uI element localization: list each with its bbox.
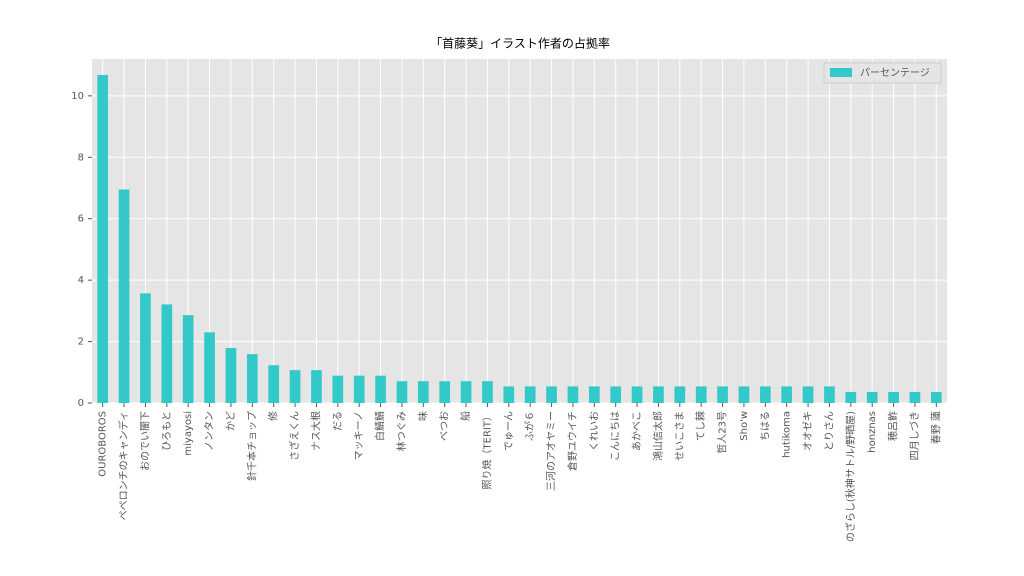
bar bbox=[524, 386, 536, 403]
x-tick-label: hutikoma bbox=[782, 411, 793, 458]
x-tick-label: 白鯖鯖 bbox=[374, 411, 387, 441]
x-tick-label: 春野 蓮 bbox=[929, 411, 942, 444]
x-tick-label: だる bbox=[332, 411, 344, 431]
bar bbox=[503, 386, 515, 403]
x-tick-label: べつお bbox=[439, 411, 451, 441]
bar bbox=[460, 381, 472, 403]
x-tick-label: OUROBOROS bbox=[98, 411, 109, 477]
x-tick-label: ペペロンチのキャンディ bbox=[117, 411, 130, 520]
x-tick-label: 修 bbox=[267, 411, 280, 421]
x-tick-label: ナス大根 bbox=[309, 411, 322, 451]
bar bbox=[417, 381, 429, 403]
x-tick-label: 針千本チョップ bbox=[245, 411, 258, 481]
bar bbox=[674, 386, 686, 403]
x-tick-label: ひろもと bbox=[161, 411, 173, 451]
bar bbox=[118, 189, 130, 403]
bar bbox=[610, 386, 622, 403]
y-tick-label: 6 bbox=[78, 214, 84, 225]
bar bbox=[311, 370, 322, 403]
legend-swatch bbox=[830, 68, 852, 77]
x-tick-label: とりさん bbox=[823, 411, 835, 451]
x-tick-label: Sho'w bbox=[739, 411, 750, 441]
bar bbox=[909, 391, 921, 403]
x-tick-label: 穂呂鮓 bbox=[887, 411, 900, 441]
y-tick-label: 8 bbox=[78, 152, 84, 163]
x-tick-label: ふが６ bbox=[523, 411, 536, 441]
x-tick-label: 照り焼（TERIT） bbox=[481, 411, 493, 489]
bar bbox=[738, 386, 750, 403]
bar bbox=[888, 391, 899, 403]
bar bbox=[225, 348, 237, 403]
bar bbox=[695, 386, 707, 403]
bar bbox=[332, 375, 344, 403]
bar bbox=[161, 304, 173, 403]
bar bbox=[717, 386, 728, 403]
bar bbox=[866, 391, 878, 403]
bar bbox=[588, 386, 600, 403]
bar bbox=[375, 375, 386, 403]
x-tick-label: こんにちは bbox=[610, 411, 622, 461]
bar bbox=[97, 74, 109, 403]
bar bbox=[759, 386, 771, 403]
x-tick-label: のざらし(秋神サトル/野晒屋) bbox=[844, 411, 857, 542]
bar bbox=[930, 391, 942, 403]
x-tick-label: 哲人23号 bbox=[717, 411, 729, 454]
bar bbox=[802, 386, 814, 403]
x-tick-label: 三河のアオヤミー bbox=[546, 411, 558, 491]
x-tick-label: 四月しづき bbox=[909, 411, 921, 460]
x-tick-label: あかべこ bbox=[631, 411, 643, 451]
y-tick-label: 4 bbox=[78, 275, 84, 286]
x-tick-label: ちはる bbox=[759, 411, 771, 441]
bar bbox=[268, 365, 280, 403]
legend-box bbox=[823, 62, 942, 84]
x-tick-label: honznas bbox=[867, 411, 878, 453]
bar bbox=[353, 375, 365, 403]
bar bbox=[246, 354, 258, 403]
x-tick-label: 船 bbox=[459, 411, 472, 421]
x-tick-label: 味 bbox=[417, 411, 429, 421]
x-tick-label: 林つぐみ bbox=[395, 411, 408, 451]
y-tick-label: 10 bbox=[71, 91, 84, 102]
x-tick-label: くれいお bbox=[588, 411, 600, 451]
bar bbox=[546, 386, 557, 403]
x-tick-label: てし棘 bbox=[695, 411, 707, 441]
legend-label: パーセンテージ bbox=[860, 67, 930, 79]
bar bbox=[631, 386, 643, 403]
y-tick-label: 2 bbox=[78, 337, 84, 348]
bar bbox=[182, 315, 194, 403]
x-tick-label: でゅーん bbox=[503, 411, 515, 451]
x-tick-label: miyayosi bbox=[183, 411, 194, 456]
x-tick-label: 鴻山信太郎 bbox=[651, 411, 664, 461]
bar bbox=[396, 381, 408, 403]
bar bbox=[781, 386, 793, 403]
bar bbox=[567, 386, 579, 403]
x-tick-label: せいこさま bbox=[674, 411, 686, 461]
bar bbox=[439, 381, 451, 403]
x-tick-label: オオゼキ bbox=[802, 411, 814, 451]
bar bbox=[845, 391, 857, 403]
bar bbox=[482, 381, 493, 403]
bar bbox=[653, 386, 664, 403]
bar bbox=[824, 386, 835, 403]
bar bbox=[140, 293, 151, 403]
chart-title: 「首藤葵」イラスト作者の占拠率 bbox=[430, 36, 610, 51]
y-tick-label: 0 bbox=[78, 398, 84, 409]
x-tick-label: 倉野ユウイチ bbox=[566, 411, 579, 471]
x-tick-label: マッキーノ bbox=[354, 411, 365, 460]
x-tick-label: ノンタン bbox=[204, 411, 216, 451]
plot-area bbox=[92, 59, 947, 403]
x-tick-label: かど bbox=[225, 411, 237, 431]
bar bbox=[289, 370, 301, 403]
x-tick-label: さざえくん bbox=[288, 411, 301, 461]
bar bbox=[204, 332, 215, 403]
x-tick-label: おのでい闇下 bbox=[139, 411, 151, 471]
